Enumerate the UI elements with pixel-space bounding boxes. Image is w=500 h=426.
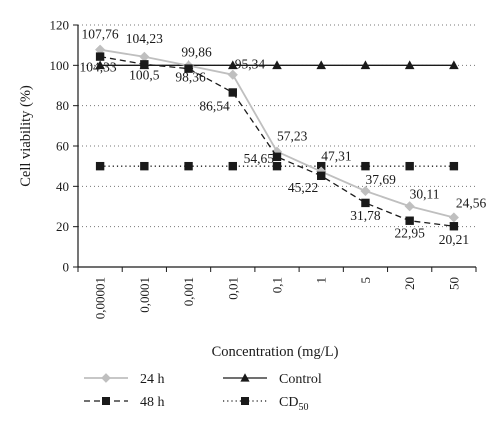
y-tick-label: 100 <box>50 58 70 73</box>
legend-label: 24 h <box>140 372 165 387</box>
data-point-cd <box>228 161 237 171</box>
data-point-48h <box>272 152 282 161</box>
legend-label: 48 h <box>140 395 165 410</box>
data-point-control <box>272 60 282 70</box>
data-point-48h <box>228 88 237 97</box>
data-labels: 107,76 104,23 99,86 95,34 57,23 47,31 37,69 30,… <box>80 27 487 248</box>
data-point-24h <box>448 212 460 223</box>
data-point-48h <box>95 52 105 61</box>
data-point-48h <box>361 198 370 208</box>
data-point-control <box>404 60 415 70</box>
data-point-48h <box>405 216 414 225</box>
data-label: 47,31 <box>321 149 351 164</box>
data-point-control <box>227 60 238 70</box>
data-point-cd <box>95 161 105 171</box>
legend-label: Control <box>279 372 322 387</box>
data-point-cd <box>272 161 282 171</box>
data-point-48h <box>140 60 149 69</box>
axes <box>73 24 477 272</box>
x-tick-label: 50 <box>446 277 461 290</box>
legend-marker <box>240 373 250 382</box>
data-point-48h <box>317 171 326 181</box>
data-point-control <box>449 60 459 70</box>
x-axis-title: Concentration (mg/L) <box>212 344 339 360</box>
x-tick-label: 0,00001 <box>93 277 108 319</box>
legend-marker <box>101 373 111 383</box>
legend-item-cd: CD50 <box>223 395 308 413</box>
data-point-control <box>360 60 371 70</box>
legend-item-48h: 48 h <box>84 395 165 410</box>
data-label: 22,95 <box>394 226 425 241</box>
data-point-control <box>95 60 105 70</box>
data-label: 95,34 <box>235 57 266 72</box>
y-tick-label: 60 <box>56 139 69 154</box>
data-point-cd <box>184 161 193 171</box>
data-label: 86,54 <box>199 98 230 113</box>
y-tick-label: 0 <box>63 260 70 275</box>
y-tick-label: 20 <box>56 219 69 234</box>
data-label: 54,65 <box>244 151 275 166</box>
data-point-cd <box>317 161 326 171</box>
legend-label-subscript: 50 <box>298 402 308 413</box>
legend-item-24h: 24 h <box>84 372 165 387</box>
data-point-cd <box>449 161 459 171</box>
y-tick-label: 120 <box>50 18 70 33</box>
legend-marker <box>241 397 249 405</box>
data-point-24h <box>227 69 238 80</box>
data-label: 31,78 <box>350 208 381 223</box>
data-point-control <box>316 60 327 70</box>
data-label: 57,23 <box>277 129 308 144</box>
x-tick-label: 0,0001 <box>137 277 152 313</box>
data-point-cd <box>140 161 149 171</box>
data-label: 30,11 <box>410 186 440 201</box>
x-tick-label: 0,001 <box>181 277 196 306</box>
y-axis-title: Cell viability (%) <box>18 85 34 187</box>
data-label: 37,69 <box>365 172 396 187</box>
legend-item-control: Control <box>223 372 322 387</box>
data-point-24h <box>404 201 415 212</box>
x-tick-label: 20 <box>402 277 417 290</box>
data-label: 107,76 <box>82 27 119 42</box>
data-label: 24,56 <box>456 195 487 210</box>
data-label: 104,33 <box>80 60 117 75</box>
data-label: 20,21 <box>439 232 469 247</box>
legend: 24 h 48 h Control CD50 <box>84 372 322 413</box>
series-layer <box>94 44 460 231</box>
data-label: 98,36 <box>175 70 206 85</box>
data-point-24h <box>360 185 371 197</box>
data-point-cd <box>405 161 414 171</box>
data-point-48h <box>184 64 193 73</box>
x-tick-label: 0,1 <box>270 277 285 293</box>
data-label: 104,23 <box>126 31 163 46</box>
y-tick-label: 40 <box>56 179 69 194</box>
data-point-48h <box>449 222 459 231</box>
legend-label: CD50 <box>279 395 308 413</box>
data-label: 99,86 <box>181 45 212 60</box>
y-tick-label: 80 <box>56 98 69 113</box>
x-tick-label: 5 <box>358 277 373 284</box>
data-label: 100,5 <box>129 67 160 82</box>
legend-marker <box>102 397 110 405</box>
x-tick-label: 1 <box>314 277 329 284</box>
data-label: 45,22 <box>288 180 318 195</box>
data-point-cd <box>361 161 370 171</box>
x-tick-label: 0,01 <box>225 277 240 300</box>
